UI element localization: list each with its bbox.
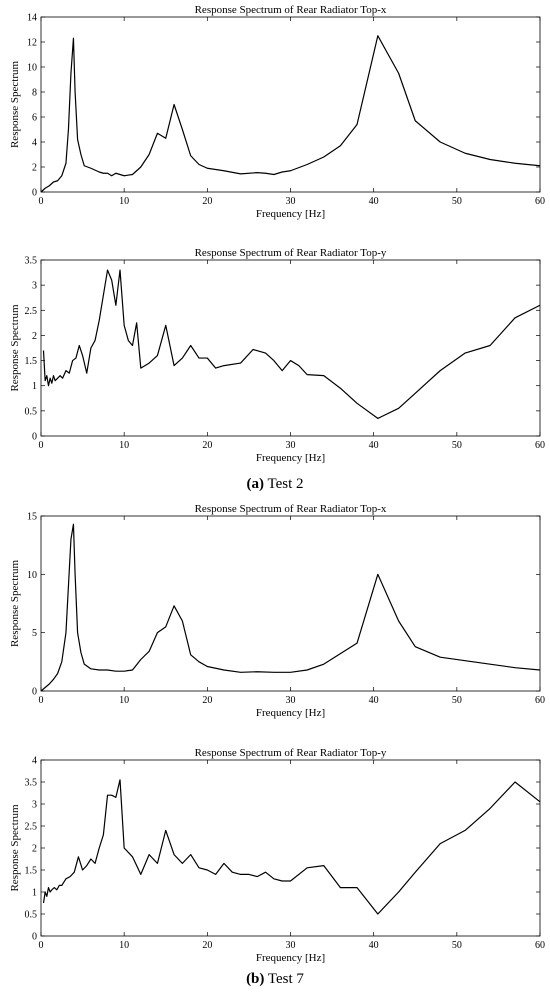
y-tick-label: 6 <box>32 113 37 124</box>
series-line <box>40 523 541 692</box>
chart-test2-top-x: Response Spectrum of Rear Radiator Top-x… <box>9 4 545 220</box>
x-tick-label: 40 <box>369 940 379 951</box>
plot-frame <box>40 515 541 692</box>
chart-panel-1: Response Spectrum of Rear Radiator Top-x… <box>0 0 550 238</box>
caption-b: (b) Test 7 <box>0 971 550 988</box>
caption-b-text: Test 7 <box>264 971 304 987</box>
plot-frame <box>40 759 541 937</box>
series-line <box>40 35 541 193</box>
plot-frame <box>40 16 541 193</box>
caption-a-text: Test 2 <box>263 476 304 492</box>
y-tick-label: 4 <box>32 756 37 767</box>
x-tick-label: 30 <box>286 695 296 706</box>
plot-frame <box>40 259 541 437</box>
y-tick-label: 1.5 <box>25 356 38 367</box>
y-tick-label: 2 <box>32 331 37 342</box>
x-axis-label: Frequency [Hz] <box>256 707 325 719</box>
chart-title: Response Spectrum of Rear Radiator Top-x <box>195 4 387 16</box>
x-tick-label: 50 <box>452 440 462 451</box>
x-tick-label: 10 <box>119 440 129 451</box>
caption-a: (a) Test 2 <box>0 476 550 493</box>
y-tick-label: 8 <box>32 88 37 99</box>
x-tick-label: 60 <box>535 440 545 451</box>
chart-test2-top-y: Response Spectrum of Rear Radiator Top-y… <box>9 247 545 464</box>
y-tick-label: 0 <box>32 188 37 199</box>
x-tick-label: 40 <box>369 440 379 451</box>
x-tick-label: 10 <box>119 940 129 951</box>
y-tick-label: 0 <box>32 432 37 443</box>
y-tick-label: 1 <box>32 381 37 392</box>
x-tick-label: 20 <box>202 440 212 451</box>
caption-b-label: (b) <box>246 971 265 987</box>
x-tick-label: 20 <box>202 196 212 207</box>
y-tick-label: 3 <box>32 281 37 292</box>
y-tick-label: 5 <box>32 628 37 639</box>
x-tick-label: 50 <box>452 695 462 706</box>
x-tick-label: 30 <box>286 940 296 951</box>
series-line <box>42 779 541 915</box>
x-tick-label: 60 <box>535 940 545 951</box>
y-tick-label: 2 <box>32 844 37 855</box>
chart-test7-top-x: Response Spectrum of Rear Radiator Top-x… <box>9 503 545 719</box>
x-tick-label: 40 <box>369 196 379 207</box>
x-tick-label: 50 <box>452 196 462 207</box>
chart-title: Response Spectrum of Rear Radiator Top-y <box>195 247 387 259</box>
x-tick-label: 20 <box>202 940 212 951</box>
y-tick-label: 3.5 <box>25 778 38 789</box>
chart-title: Response Spectrum of Rear Radiator Top-x <box>195 503 387 515</box>
x-tick-label: 0 <box>39 940 44 951</box>
chart-panel-2: Response Spectrum of Rear Radiator Top-y… <box>0 242 550 472</box>
y-tick-label: 2 <box>32 163 37 174</box>
y-tick-label: 0.5 <box>25 910 38 921</box>
chart-test7-top-y: Response Spectrum of Rear Radiator Top-y… <box>9 747 545 964</box>
x-axis-label: Frequency [Hz] <box>256 208 325 220</box>
chart-panel-3: Response Spectrum of Rear Radiator Top-x… <box>0 500 550 730</box>
y-axis-label: Response Spectrum <box>9 804 21 892</box>
series-line <box>42 269 541 419</box>
y-tick-label: 14 <box>27 13 37 24</box>
x-tick-label: 60 <box>535 196 545 207</box>
y-tick-label: 1 <box>32 888 37 899</box>
y-tick-label: 2.5 <box>25 822 38 833</box>
x-tick-label: 0 <box>39 196 44 207</box>
chart-panel-4: Response Spectrum of Rear Radiator Top-y… <box>0 740 550 970</box>
x-tick-label: 0 <box>39 440 44 451</box>
caption-a-label: (a) <box>246 476 264 492</box>
chart-title: Response Spectrum of Rear Radiator Top-y <box>195 747 387 759</box>
x-tick-label: 40 <box>369 695 379 706</box>
y-tick-label: 1.5 <box>25 866 38 877</box>
y-tick-label: 12 <box>27 38 37 49</box>
x-tick-label: 10 <box>119 695 129 706</box>
y-tick-label: 10 <box>27 570 37 581</box>
y-tick-label: 0.5 <box>25 406 38 417</box>
y-tick-label: 3 <box>32 800 37 811</box>
y-axis-label: Response Spectrum <box>9 560 21 648</box>
x-tick-label: 0 <box>39 695 44 706</box>
x-axis-label: Frequency [Hz] <box>256 952 325 964</box>
y-axis-label: Response Spectrum <box>9 61 21 149</box>
y-tick-label: 4 <box>32 138 37 149</box>
x-tick-label: 20 <box>202 695 212 706</box>
x-tick-label: 50 <box>452 940 462 951</box>
y-axis-label: Response Spectrum <box>9 304 21 392</box>
y-tick-label: 10 <box>27 63 37 74</box>
x-tick-label: 30 <box>286 196 296 207</box>
x-tick-label: 60 <box>535 695 545 706</box>
y-tick-label: 2.5 <box>25 306 38 317</box>
x-tick-label: 30 <box>286 440 296 451</box>
y-tick-label: 3.5 <box>25 256 38 267</box>
y-tick-label: 0 <box>32 932 37 943</box>
y-tick-label: 0 <box>32 687 37 698</box>
x-tick-label: 10 <box>119 196 129 207</box>
y-tick-label: 15 <box>27 512 37 523</box>
x-axis-label: Frequency [Hz] <box>256 452 325 464</box>
